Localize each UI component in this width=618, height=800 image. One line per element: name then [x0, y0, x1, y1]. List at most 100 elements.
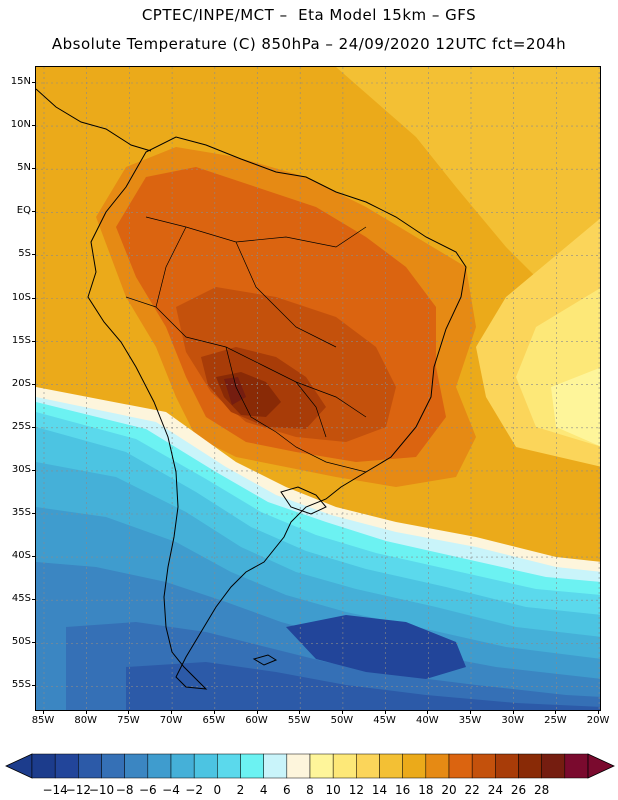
- lon-tick: [512, 711, 514, 714]
- colorbar-box: [379, 753, 403, 779]
- colorbar-box: [495, 753, 519, 779]
- band-10: [551, 367, 600, 447]
- lat-label: 15N: [10, 76, 31, 87]
- lat-label: 55S: [11, 679, 31, 691]
- temperature-map: [35, 66, 601, 711]
- lon-label: 70W: [159, 715, 183, 726]
- colorbar-label: 26: [510, 783, 527, 797]
- lat-tick: [32, 469, 35, 471]
- colorbar-label: 18: [418, 783, 434, 797]
- lat-tick: [32, 254, 35, 256]
- colorbar-box: [31, 753, 56, 779]
- colorbar-label: 8: [306, 783, 314, 797]
- colorbar-box: [471, 753, 496, 779]
- lon-label: 35W: [458, 715, 482, 726]
- lat-label: 30S: [11, 463, 31, 475]
- lat-label: 5S: [18, 248, 31, 260]
- lat-tick: [32, 168, 35, 170]
- lat-label: 5N: [17, 162, 31, 174]
- lat-tick: [32, 685, 35, 687]
- lon-tick: [555, 711, 557, 714]
- lon-tick: [213, 711, 215, 714]
- colorbar-box: [78, 753, 102, 779]
- lat-label: 20S: [11, 377, 31, 389]
- country-borders: [125, 216, 367, 473]
- lat-label: 10S: [11, 291, 31, 303]
- lon-tick: [171, 711, 173, 714]
- lat-tick: [32, 211, 35, 213]
- lat-label: 40S: [11, 550, 31, 562]
- colorbar-box: [263, 753, 288, 779]
- lon-label: 85W: [31, 715, 55, 726]
- lat-label: 45S: [11, 593, 31, 605]
- colorbar-box: [240, 753, 264, 779]
- lat-label: 15S: [11, 334, 31, 346]
- lon-label: 50W: [330, 715, 354, 726]
- colorbar-box: [286, 753, 311, 779]
- colorbar-box: [54, 753, 79, 779]
- band-m10: [126, 662, 600, 710]
- lat-tick: [32, 642, 35, 644]
- colorbar-label: 28: [534, 783, 550, 797]
- colorbar-box: [124, 753, 149, 779]
- lon-label: 75W: [117, 715, 140, 726]
- colorbar-label: 6: [283, 783, 291, 797]
- colorbar-over-arrow: [587, 753, 615, 779]
- colorbar-label: 14: [371, 783, 388, 797]
- colorbar-box: [402, 753, 427, 779]
- lat-tick: [32, 599, 35, 601]
- lat-label: 25S: [11, 420, 31, 432]
- lon-label: 80W: [74, 715, 97, 726]
- colorbar-box: [425, 753, 450, 779]
- colorbar-label: −8: [115, 783, 134, 797]
- lon-tick: [470, 711, 471, 714]
- lon-label: 30W: [501, 715, 524, 726]
- chart-subtitle: Absolute Temperature (C) 850hPa – 24/09/…: [51, 35, 567, 53]
- lat-tick: [32, 297, 35, 299]
- colorbar-label: −12: [65, 783, 91, 797]
- colorbar-box: [309, 753, 334, 779]
- colorbar-box: [147, 753, 172, 779]
- band-m12: [286, 615, 466, 679]
- colorbar-label: 22: [464, 783, 480, 797]
- lon-label: 65W: [202, 715, 226, 726]
- lon-label: 20W: [586, 715, 610, 726]
- lon-tick: [341, 711, 343, 714]
- lat-label: 35S: [11, 507, 31, 518]
- lat-tick: [32, 125, 35, 127]
- coastline-central-america: [36, 88, 152, 152]
- colorbar-box: [518, 753, 542, 779]
- lat-tick: [32, 426, 35, 428]
- colorbar-box: [564, 753, 589, 779]
- lon-label: 40W: [415, 715, 439, 726]
- colorbar-box: [101, 753, 125, 779]
- lon-label: 60W: [245, 715, 268, 726]
- map-canvas: [36, 67, 600, 710]
- lat-tick: [32, 340, 35, 342]
- colorbar-label: 12: [348, 783, 364, 797]
- colorbar-box: [170, 753, 195, 779]
- lon-tick: [299, 711, 301, 714]
- colorbar-label: 10: [325, 783, 341, 797]
- lon-label: 25W: [544, 715, 567, 726]
- colorbar-label: −14: [42, 783, 68, 797]
- band-16: [336, 67, 600, 307]
- colorbar-box: [332, 753, 357, 779]
- falkland-islands: [252, 654, 278, 666]
- lon-tick: [427, 711, 429, 714]
- colorbar-label: −6: [138, 783, 157, 797]
- colorbar-label: −4: [162, 783, 180, 797]
- colorbar-label: 0: [213, 783, 222, 797]
- lon-tick: [384, 711, 386, 714]
- lon-label: 55W: [287, 715, 311, 726]
- lon-label: 45W: [373, 715, 396, 726]
- colorbar-label: 2: [236, 783, 245, 797]
- coastline-south-america: [87, 136, 467, 690]
- colorbar-box: [541, 753, 566, 779]
- colorbar-under-arrow: [5, 753, 33, 779]
- lon-tick: [598, 711, 600, 714]
- lat-tick: [32, 383, 35, 385]
- lon-tick: [85, 711, 87, 714]
- lat-tick: [32, 513, 35, 514]
- colorbar-box: [448, 753, 473, 779]
